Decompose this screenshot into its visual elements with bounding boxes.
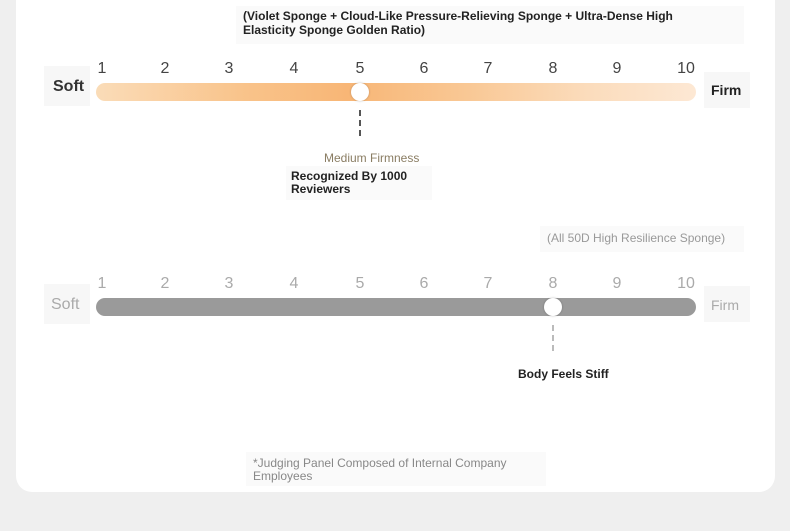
firm-label-background [704, 286, 750, 322]
scale1-number-2: 2 [160, 60, 170, 77]
scale1-number-4: 4 [289, 60, 299, 77]
scale2-number-7: 7 [483, 275, 493, 292]
scale2-number-5: 5 [355, 275, 365, 292]
scale2-number-1: 1 [97, 275, 107, 292]
scale1-soft-label: Soft [53, 78, 85, 95]
judging-panel-footnote: *Judging Panel Composed of Internal Comp… [253, 456, 507, 483]
scale1-number-1: 1 [97, 60, 107, 77]
soft-label-background [44, 66, 90, 106]
scale2-soft-label: Soft [51, 296, 80, 313]
comparison-sponge-note: (All 50D High Resilience Sponge) [547, 231, 726, 245]
scale2-number-3: 3 [224, 275, 234, 292]
footnote-background [246, 452, 546, 486]
reviewer-caption: Recognized By 1000 Reviewers [291, 169, 408, 196]
scale1-firmness-track [96, 83, 696, 101]
soft-label-background [44, 284, 90, 324]
scale2-number-4: 4 [289, 275, 299, 292]
firm-label-background [704, 72, 750, 108]
scale1-number-9: 9 [612, 60, 622, 77]
scale1-rating-marker [351, 83, 369, 101]
body-feels-stiff-caption: Body Feels Stiff [518, 367, 609, 381]
scale1-number-6: 6 [419, 60, 429, 77]
sponge-blend-note: (Violet Sponge + Cloud-Like Pressure-Rel… [243, 9, 673, 37]
scale1-number-7: 7 [483, 60, 493, 77]
scale1-firm-label: Firm [711, 82, 742, 98]
scale2-firm-label: Firm [711, 297, 739, 313]
reviewer-caption-background [286, 166, 432, 200]
scale2-number-9: 9 [612, 275, 622, 292]
comparison-note-background [540, 226, 744, 252]
medium-firmness-label: Medium Firmness [324, 151, 420, 165]
scale1-number-8: 8 [548, 60, 558, 77]
scale2-firmness-track [96, 298, 696, 316]
scale2-number-8: 8 [548, 275, 558, 292]
scale2-number-6: 6 [419, 275, 429, 292]
scale1-number-5: 5 [355, 60, 365, 77]
scale2-number-10: 10 [677, 275, 695, 292]
scale2-pointer-line [552, 325, 554, 351]
scale1-number-3: 3 [224, 60, 234, 77]
note-background [236, 6, 744, 44]
scale1-pointer-line [359, 110, 361, 136]
scale1-number-10: 10 [677, 60, 695, 77]
scale2-number-2: 2 [160, 275, 170, 292]
scale2-rating-marker [544, 298, 562, 316]
